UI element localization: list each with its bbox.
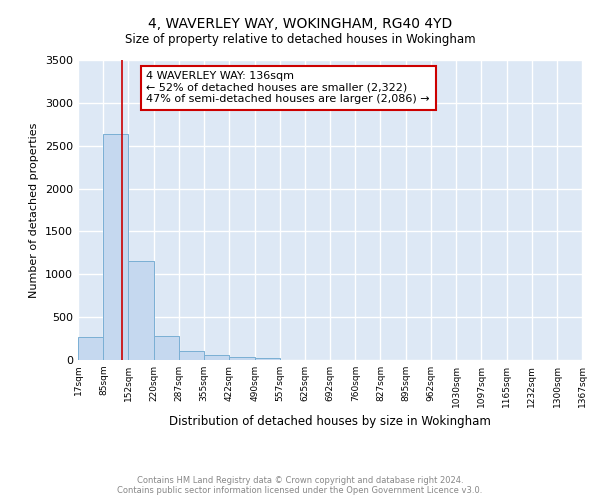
Y-axis label: Number of detached properties: Number of detached properties <box>29 122 40 298</box>
Bar <box>154 336 179 360</box>
X-axis label: Distribution of detached houses by size in Wokingham: Distribution of detached houses by size … <box>169 416 491 428</box>
Text: Size of property relative to detached houses in Wokingham: Size of property relative to detached ho… <box>125 32 475 46</box>
Bar <box>229 357 254 360</box>
Text: 4, WAVERLEY WAY, WOKINGHAM, RG40 4YD: 4, WAVERLEY WAY, WOKINGHAM, RG40 4YD <box>148 18 452 32</box>
Bar <box>128 262 154 360</box>
Text: Contains public sector information licensed under the Open Government Licence v3: Contains public sector information licen… <box>118 486 482 495</box>
Bar <box>254 358 280 360</box>
Bar <box>103 134 128 360</box>
Bar <box>204 356 229 360</box>
Bar <box>179 352 204 360</box>
Text: 4 WAVERLEY WAY: 136sqm
← 52% of detached houses are smaller (2,322)
47% of semi-: 4 WAVERLEY WAY: 136sqm ← 52% of detached… <box>146 71 430 104</box>
Text: Contains HM Land Registry data © Crown copyright and database right 2024.: Contains HM Land Registry data © Crown c… <box>137 476 463 485</box>
Bar <box>78 337 103 360</box>
